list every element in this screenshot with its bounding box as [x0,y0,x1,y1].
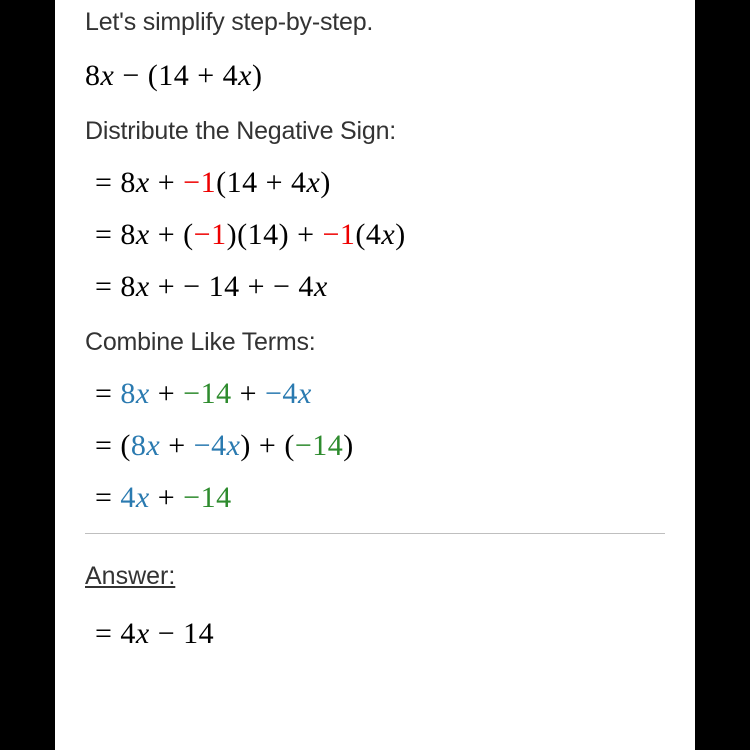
math-token: (14 + 4 [148,59,238,92]
expr-comb3: = 4x + −14 [85,481,665,515]
math-token: + [150,166,183,199]
expr-dist1: = 8x + −1(14 + 4x) [85,166,665,200]
divider [85,533,665,534]
math-token: 8 [85,59,101,92]
math-token: x [146,429,160,462]
math-token: + [232,377,265,410]
math-token: −14 [183,377,231,410]
math-token: (4 [355,218,381,251]
math-token: x [314,270,328,303]
math-token: + ( [150,218,194,251]
math-token: x [136,166,150,199]
math-token: + [160,429,193,462]
math-token: −14 [295,429,343,462]
math-token: x [307,166,321,199]
math-token: = 8 [95,218,136,251]
math-token: ) [343,429,354,462]
math-token: x [136,218,150,251]
expr-original: 8x − (14 + 4x) [85,59,665,93]
math-token: −4 [265,377,298,410]
math-token: ) + ( [240,429,294,462]
math-token: ) [320,166,331,199]
expr-comb1: = 8x + −14 + −4x [85,377,665,411]
step2-heading: Combine Like Terms: [85,328,665,357]
expr-answer: = 4x − 14 [85,617,665,651]
math-token: = ( [95,429,131,462]
math-token: 8 [131,429,147,462]
step1-heading: Distribute the Negative Sign: [85,117,665,146]
math-token: + − 14 + − 4 [150,270,314,303]
answer-label: Answer: [85,562,665,591]
math-token: )(14) + [227,218,323,251]
math-token: + [150,481,183,514]
math-token: −1 [194,218,227,251]
math-token: x [136,377,150,410]
math-token: ) [252,59,263,92]
expr-dist3: = 8x + − 14 + − 4x [85,270,665,304]
math-token: + [150,377,183,410]
math-token: = 4 [95,617,136,650]
content-page: Let's simplify step-by-step. 8x − (14 + … [55,0,695,750]
math-token: = [95,481,120,514]
math-token: = 8 [95,166,136,199]
math-token: x [238,59,252,92]
math-token: −4 [194,429,227,462]
expr-comb2: = (8x + −4x) + (−14) [85,429,665,463]
math-token: −1 [183,166,216,199]
math-token: 4 [120,481,136,514]
math-token: ) [395,218,406,251]
expr-dist2: = 8x + (−1)(14) + −1(4x) [85,218,665,252]
math-token: −1 [322,218,355,251]
math-token: x [298,377,312,410]
math-token: 8 [120,377,136,410]
math-token: −14 [183,481,231,514]
math-token: x [136,617,150,650]
math-token: (14 + 4 [216,166,306,199]
math-token: − [114,59,147,92]
math-token: = [95,377,120,410]
intro-text: Let's simplify step-by-step. [85,8,665,37]
math-token: x [101,59,115,92]
math-token: x [381,218,395,251]
math-token: x [136,270,150,303]
math-token: = 8 [95,270,136,303]
math-token: − 14 [150,617,214,650]
math-token: x [227,429,241,462]
math-token: x [136,481,150,514]
